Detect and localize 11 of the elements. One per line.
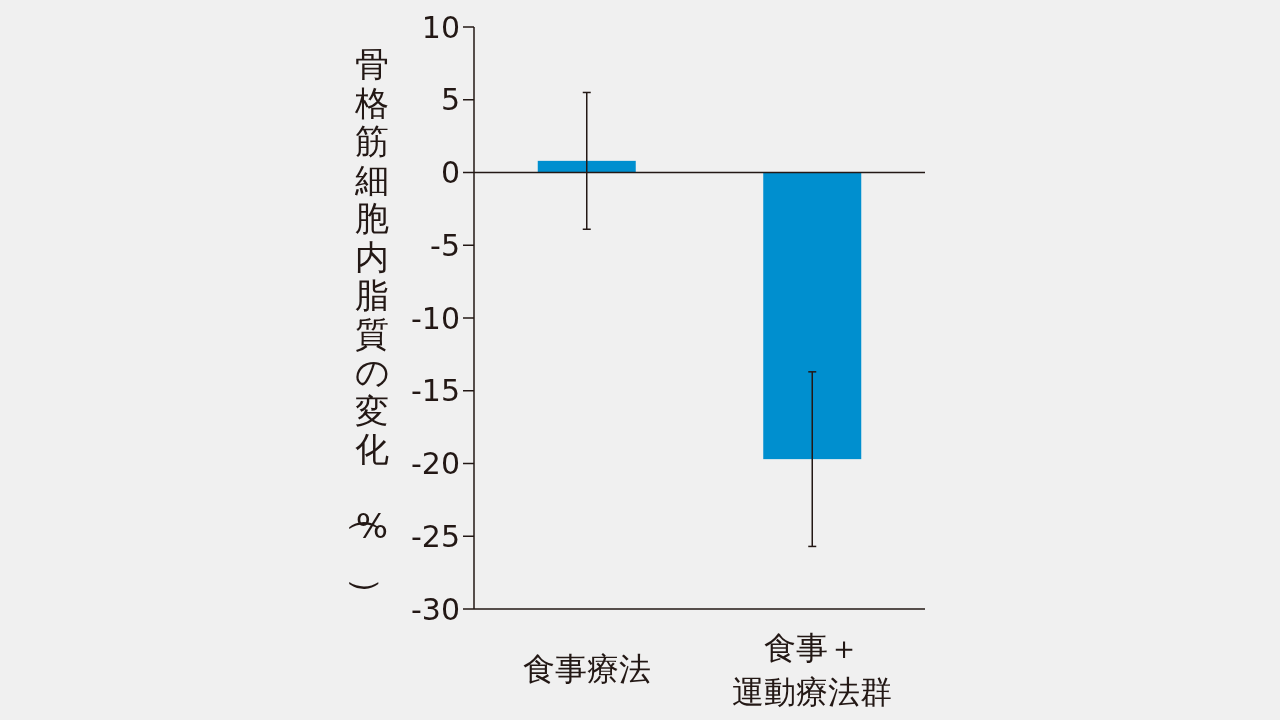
y-tick-label: 5 [440, 82, 460, 118]
y-tick-label: -10 [411, 300, 460, 336]
y-tick-label: 10 [421, 9, 460, 45]
y-tick-label: -25 [411, 518, 460, 554]
y-tick-label: -30 [411, 591, 460, 627]
x-tick-label: 食事＋運動療法群 [732, 629, 893, 711]
y-tick-label: 0 [440, 155, 460, 190]
y-tick-label: -15 [411, 373, 460, 409]
x-tick-label: 食事療法 [522, 650, 651, 688]
y-tick-label: -20 [411, 446, 460, 481]
y-tick-label: -5 [430, 227, 460, 263]
